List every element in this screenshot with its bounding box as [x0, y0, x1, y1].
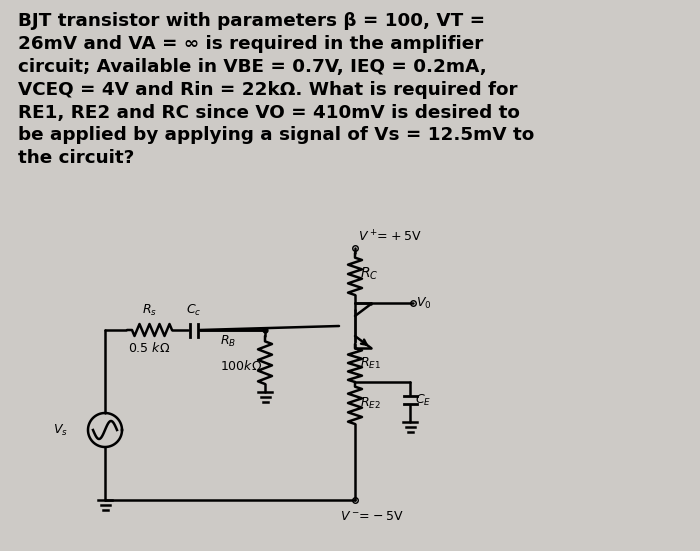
Text: $R_{E2}$: $R_{E2}$: [360, 396, 381, 410]
Text: $V^+\!\!=\!+5\mathrm{V}$: $V^+\!\!=\!+5\mathrm{V}$: [358, 230, 421, 245]
Text: $100k\Omega$: $100k\Omega$: [220, 359, 262, 373]
Text: $V_s$: $V_s$: [53, 423, 68, 437]
Text: $R_{E1}$: $R_{E1}$: [360, 355, 381, 371]
Text: $0.5\ k\Omega$: $0.5\ k\Omega$: [128, 341, 171, 355]
Text: $C_E$: $C_E$: [415, 392, 431, 408]
Text: $R_C$: $R_C$: [360, 266, 379, 282]
Text: $R_B$: $R_B$: [220, 334, 236, 349]
Text: $C_c$: $C_c$: [186, 303, 202, 318]
Text: $R_s$: $R_s$: [142, 303, 157, 318]
Text: $V_0$: $V_0$: [416, 295, 432, 311]
Text: $V^-\!\!=\!-5\mathrm{V}$: $V^-\!\!=\!-5\mathrm{V}$: [340, 510, 403, 523]
Text: BJT transistor with parameters β = 100, VT =
26mV and VA = ∞ is required in the : BJT transistor with parameters β = 100, …: [18, 12, 534, 168]
